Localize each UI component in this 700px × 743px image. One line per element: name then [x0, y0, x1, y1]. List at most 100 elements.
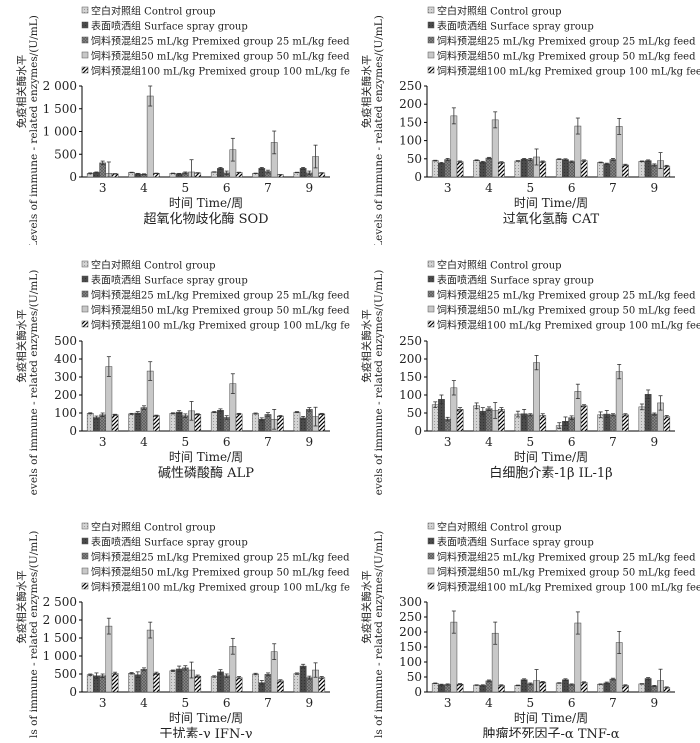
bar-surface-spray: [562, 679, 569, 693]
bar-premix-100: [663, 165, 671, 178]
bar-premix-25: [568, 684, 576, 693]
error-bar: [569, 683, 574, 686]
bar-control: [473, 160, 480, 178]
chart-svg: 空白对照组 Control group 表面喷洒组 Surface spray g…: [360, 521, 700, 743]
error-bar: [582, 681, 587, 684]
legend-swatch-surface-spray: [427, 21, 435, 29]
legend-label-premix-25: 饲料预混组25 mL/kg Premixed group 25 mL/kg fe…: [91, 289, 350, 302]
legend-label-premix-25: 饲料预混组25 mL/kg Premixed group 25 mL/kg fe…: [437, 551, 696, 564]
error-bar: [658, 152, 663, 170]
bar-control: [638, 406, 646, 432]
error-bar: [451, 380, 456, 396]
legend-label-surface-spray: 表面喷洒组 Surface spray group: [437, 536, 594, 549]
bar-premix-50: [615, 371, 623, 432]
bar-premix-25: [526, 414, 534, 432]
error-bar: [106, 161, 111, 178]
error-bar: [575, 383, 580, 400]
error-bar: [515, 160, 520, 162]
bar-premix-100: [277, 680, 284, 693]
y-tick-label: 200: [399, 625, 422, 639]
error-bar: [458, 160, 463, 163]
bar-control: [293, 172, 301, 178]
y-tick-label: 150: [399, 370, 422, 384]
legend-swatch-control: [427, 260, 435, 268]
legend-label-premix-25: 饲料预混组25 mL/kg Premixed group 25 mL/kg fe…: [437, 35, 696, 48]
error-bar: [266, 672, 270, 677]
bar-premix-100: [318, 677, 326, 693]
error-bar: [88, 172, 93, 175]
bar-premix-100: [456, 161, 464, 178]
legend-swatch-surface-spray: [427, 275, 435, 283]
bar-surface-spray: [217, 410, 224, 432]
error-bar: [563, 416, 568, 427]
legend-label-control: 空白对照组 Control group: [437, 5, 562, 18]
x-tick-label: 3: [99, 696, 107, 710]
legend-swatch-control: [81, 260, 89, 268]
legend-swatch-premix-50: [81, 567, 89, 575]
error-bar: [218, 669, 223, 675]
x-tick-label: 9: [306, 696, 314, 710]
error-bar: [106, 617, 111, 635]
error-bar: [154, 671, 159, 675]
error-bar: [433, 159, 438, 162]
error-bar: [534, 355, 539, 371]
error-bar: [113, 671, 118, 675]
error-bar: [540, 681, 545, 684]
error-bar: [664, 164, 669, 168]
error-bar: [266, 169, 270, 174]
bar-surface-spray: [603, 163, 611, 178]
legend-label-premix-50: 饲料预混组50 mL/kg Premixed group 50 mL/kg fe…: [437, 304, 696, 317]
bar-premix-25: [140, 669, 148, 693]
x-tick-label: 4: [140, 435, 148, 449]
error-bar: [563, 678, 568, 682]
error-bar: [142, 667, 146, 672]
legend-label-premix-100: 饲料预混组100 mL/kg Premixed group 100 mL/kg …: [91, 65, 350, 78]
error-bar: [522, 678, 527, 682]
bar-premix-25: [485, 680, 493, 693]
error-bar: [522, 158, 527, 161]
error-bar: [569, 160, 574, 163]
legend-label-surface-spray: 表面喷洒组 Surface spray group: [437, 20, 594, 33]
error-bar: [623, 684, 628, 687]
y-tick-label: 200: [399, 352, 422, 366]
bar-premix-100: [194, 675, 202, 693]
error-bar: [94, 171, 99, 174]
bar-premix-25: [609, 678, 617, 693]
legend-label-surface-spray: 表面喷洒组 Surface spray group: [91, 20, 248, 33]
legend-swatch-premix-100: [427, 66, 435, 74]
y-axis-label-en: Levels of immune - related enzymes/(U/mL…: [28, 15, 40, 245]
panel-ifng: 空白对照组 Control group 表面喷洒组 Surface spray g…: [0, 493, 363, 743]
x-axis-label: 时间 Time/周: [514, 196, 588, 210]
legend-label-premix-100: 饲料预混组100 mL/kg Premixed group 100 mL/kg …: [437, 65, 700, 78]
legend-swatch-surface-spray: [427, 537, 435, 545]
error-bar: [582, 404, 587, 408]
x-tick-label: 7: [264, 435, 272, 449]
bar-control: [169, 670, 177, 693]
legend-label-surface-spray: 表面喷洒组 Surface spray group: [91, 274, 248, 287]
bar-premix-25: [444, 159, 452, 178]
y-tick-label: 200: [54, 388, 77, 402]
legend-label-control: 空白对照组 Control group: [437, 259, 562, 272]
legend-swatch-premix-50: [427, 567, 435, 575]
error-bar: [474, 159, 479, 162]
error-bar: [639, 683, 644, 685]
x-tick-label: 7: [609, 696, 617, 710]
error-bar: [142, 405, 146, 410]
error-bar: [487, 406, 491, 411]
y-tick-label: 0: [69, 170, 77, 184]
error-bar: [170, 412, 175, 415]
bar-premix-25: [264, 674, 272, 693]
error-bar: [294, 672, 299, 675]
bar-premix-50: [105, 625, 113, 693]
error-bar: [598, 161, 603, 164]
y-axis-label-cn: 免疫相关酶水平: [15, 570, 28, 644]
bar-control: [86, 413, 94, 432]
bar-premix-100: [580, 405, 588, 432]
error-bar: [611, 158, 615, 162]
error-bar: [177, 172, 182, 175]
y-axis-label-en: Levels of immune - related enzymes/(U/mL…: [373, 270, 385, 495]
error-bar: [113, 413, 118, 416]
error-bar: [499, 407, 504, 412]
y-tick-label: 300: [399, 595, 422, 609]
